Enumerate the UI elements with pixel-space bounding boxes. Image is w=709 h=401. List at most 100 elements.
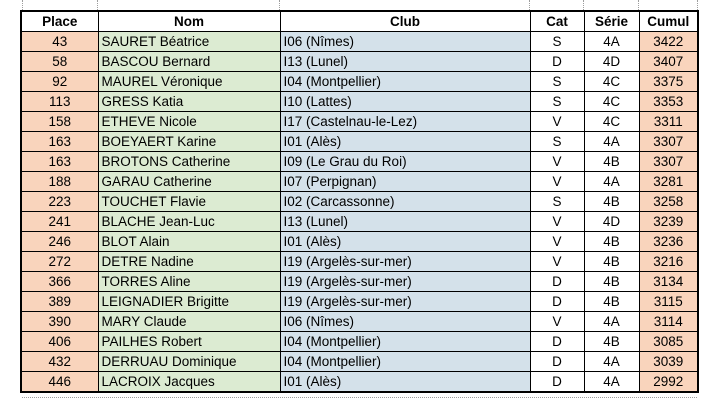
cell-cat[interactable]: S [529,131,585,152]
cell-club[interactable]: I19 (Argelès-sur-mer) [279,251,531,272]
cell-nom[interactable]: SAURET Béatrice [97,31,281,52]
cell-club[interactable]: I13 (Lunel) [279,51,531,72]
cell-place[interactable]: 43 [20,31,99,52]
cell-club[interactable]: I19 (Argelès-sur-mer) [279,271,531,292]
cell-club[interactable]: I06 (Nîmes) [279,31,531,52]
cell-nom[interactable]: TOUCHET Flavie [97,191,281,212]
cell-cumul[interactable]: 3085 [638,331,699,352]
cell-club[interactable]: I19 (Argelès-sur-mer) [279,291,531,312]
cell-nom[interactable]: TORRES Aline [97,271,281,292]
cell-place[interactable]: 272 [20,251,99,272]
cell-cumul[interactable]: 3039 [638,351,699,372]
cell-club[interactable]: I01 (Alès) [279,371,531,393]
cell-cat[interactable]: D [529,371,585,393]
cell-club[interactable]: I02 (Carcassonne) [279,191,531,212]
cell-serie[interactable]: 4B [583,291,640,312]
cell-place[interactable]: 390 [20,311,99,332]
cell-cumul[interactable]: 3258 [638,191,699,212]
cell-nom[interactable]: DETRE Nadine [97,251,281,272]
cell-place[interactable]: 188 [20,171,99,192]
column-header-cumul[interactable]: Cumul [638,10,699,32]
cell-serie[interactable]: 4A [583,351,640,372]
cell-nom[interactable]: BLOT Alain [97,231,281,252]
cell-place[interactable]: 246 [20,231,99,252]
cell-nom[interactable]: PAILHES Robert [97,331,281,352]
cell-cumul[interactable]: 3134 [638,271,699,292]
column-header-serie[interactable]: Série [583,10,640,32]
cell-cat[interactable]: D [529,351,585,372]
cell-cat[interactable]: V [529,211,585,232]
cell-cumul[interactable]: 3307 [638,131,699,152]
cell-club[interactable]: I17 (Castelnau-le-Lez) [279,111,531,132]
cell-cumul[interactable]: 3311 [638,111,699,132]
cell-serie[interactable]: 4D [583,51,640,72]
cell-serie[interactable]: 4D [583,211,640,232]
cell-cat[interactable]: D [529,331,585,352]
cell-cumul[interactable]: 3239 [638,211,699,232]
cell-cat[interactable]: V [529,111,585,132]
cell-place[interactable]: 241 [20,211,99,232]
cell-serie[interactable]: 4A [583,171,640,192]
cell-place[interactable]: 163 [20,131,99,152]
column-header-club[interactable]: Club [279,10,531,32]
column-header-nom[interactable]: Nom [97,10,281,32]
cell-serie[interactable]: 4B [583,251,640,272]
cell-cumul[interactable]: 3353 [638,91,699,112]
cell-place[interactable]: 366 [20,271,99,292]
cell-club[interactable]: I04 (Montpellier) [279,331,531,352]
cell-cumul[interactable]: 3422 [638,31,699,52]
cell-club[interactable]: I04 (Montpellier) [279,71,531,92]
cell-cumul[interactable]: 3216 [638,251,699,272]
cell-cumul[interactable]: 3115 [638,291,699,312]
cell-club[interactable]: I04 (Montpellier) [279,351,531,372]
cell-place[interactable]: 223 [20,191,99,212]
cell-club[interactable]: I13 (Lunel) [279,211,531,232]
cell-place[interactable]: 432 [20,351,99,372]
cell-nom[interactable]: LACROIX Jacques [97,371,281,393]
cell-cumul[interactable]: 3307 [638,151,699,172]
cell-place[interactable]: 406 [20,331,99,352]
cell-cat[interactable]: D [529,51,585,72]
cell-cumul[interactable]: 3407 [638,51,699,72]
cell-nom[interactable]: BOEYAERT Karine [97,131,281,152]
cell-cat[interactable]: V [529,151,585,172]
cell-place[interactable]: 158 [20,111,99,132]
cell-cumul[interactable]: 3375 [638,71,699,92]
cell-nom[interactable]: GRESS Katia [97,91,281,112]
cell-nom[interactable]: BLACHE Jean-Luc [97,211,281,232]
cell-serie[interactable]: 4C [583,71,640,92]
cell-place[interactable]: 58 [20,51,99,72]
cell-cat[interactable]: S [529,91,585,112]
cell-nom[interactable]: DERRUAU Dominique [97,351,281,372]
cell-serie[interactable]: 4A [583,311,640,332]
column-header-place[interactable]: Place [20,10,99,32]
cell-cat[interactable]: S [529,31,585,52]
cell-nom[interactable]: MARY Claude [97,311,281,332]
cell-place[interactable]: 163 [20,151,99,172]
cell-place[interactable]: 389 [20,291,99,312]
cell-nom[interactable]: ETHEVE Nicole [97,111,281,132]
cell-club[interactable]: I07 (Perpignan) [279,171,531,192]
cell-serie[interactable]: 4C [583,111,640,132]
cell-cumul[interactable]: 3114 [638,311,699,332]
cell-nom[interactable]: LEIGNADIER Brigitte [97,291,281,312]
cell-place[interactable]: 92 [20,71,99,92]
cell-cat[interactable]: S [529,191,585,212]
cell-cumul[interactable]: 3281 [638,171,699,192]
cell-cat[interactable]: S [529,71,585,92]
cell-serie[interactable]: 4A [583,31,640,52]
cell-serie[interactable]: 4B [583,191,640,212]
cell-serie[interactable]: 4B [583,231,640,252]
cell-serie[interactable]: 4B [583,331,640,352]
cell-cat[interactable]: D [529,271,585,292]
cell-club[interactable]: I09 (Le Grau du Roi) [279,151,531,172]
cell-serie[interactable]: 4A [583,131,640,152]
cell-club[interactable]: I01 (Alès) [279,231,531,252]
cell-place[interactable]: 113 [20,91,99,112]
cell-nom[interactable]: MAUREL Véronique [97,71,281,92]
cell-nom[interactable]: BROTONS Catherine [97,151,281,172]
cell-club[interactable]: I10 (Lattes) [279,91,531,112]
cell-nom[interactable]: GARAU Catherine [97,171,281,192]
cell-serie[interactable]: 4B [583,151,640,172]
cell-cumul[interactable]: 3236 [638,231,699,252]
